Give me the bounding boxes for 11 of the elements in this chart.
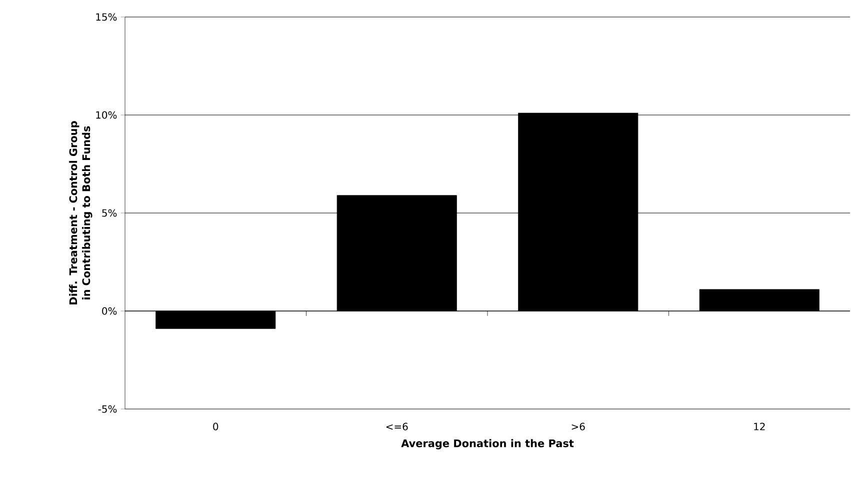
x-tick-label: <=6 [386, 422, 408, 430]
y-tick-label: 0% [102, 307, 117, 315]
x-tick-label: 12 [754, 422, 765, 430]
x-tick-label: >6 [572, 422, 585, 430]
x-axis-title: Average Donation in the Past [401, 439, 574, 450]
y-tick-label: 15% [96, 13, 117, 21]
y-tick-label: -5% [98, 405, 117, 413]
y-tick-label: 10% [96, 111, 117, 119]
x-tick-label: 0 [213, 422, 218, 430]
y-axis-title: Diff. Treatment - Control Group in Contributing to Both Funds [69, 121, 92, 304]
y-tick-label: 5% [102, 209, 117, 217]
